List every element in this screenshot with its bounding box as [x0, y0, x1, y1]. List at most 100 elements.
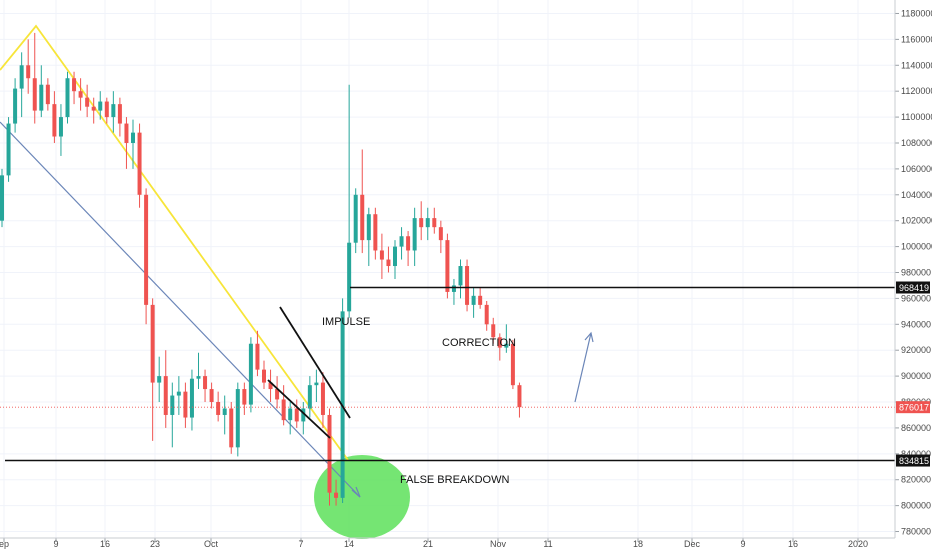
x-tick-label: 18 — [633, 539, 643, 549]
candle-body — [406, 236, 411, 251]
candle-body — [360, 194, 365, 241]
y-tick-label: 1020000 — [901, 216, 932, 226]
candle-body — [163, 376, 168, 415]
candle-body — [262, 369, 266, 383]
candle-body — [235, 389, 240, 448]
candle-body — [58, 117, 63, 137]
candle-body — [150, 304, 155, 383]
x-tick-label: 14 — [344, 539, 354, 549]
candle-body — [334, 492, 339, 498]
x-tick-label: 23 — [150, 539, 160, 549]
candle-body — [294, 408, 299, 422]
last-price-tag: 876017 — [896, 401, 930, 414]
candle-body — [242, 389, 247, 405]
projection-arrow-line — [574, 332, 592, 403]
candle-body — [425, 218, 430, 228]
candle-body — [124, 123, 129, 143]
candle-body — [26, 65, 31, 79]
x-tick-label: 21 — [423, 539, 433, 549]
candle-body — [13, 88, 18, 124]
candle-body — [176, 391, 181, 396]
candle-body — [157, 376, 162, 383]
candle-body — [419, 218, 424, 228]
y-tick-label: 1080000 — [901, 138, 932, 148]
level-price-tag: 834815 — [896, 454, 930, 467]
last-price-tag-bg — [896, 401, 930, 414]
candle-body — [189, 378, 194, 418]
y-tick-label: 980000 — [901, 268, 931, 278]
candle-body — [104, 101, 109, 118]
candle-body — [0, 175, 4, 221]
candle-body — [504, 343, 509, 348]
x-tick-label: Nov — [490, 539, 507, 549]
candle-body — [45, 84, 50, 105]
candle-body — [72, 78, 77, 92]
y-tick-label: 840000 — [901, 449, 931, 459]
level-price-tag: 968419 — [896, 281, 930, 294]
candle-body — [203, 376, 208, 390]
impulse-annotation: IMPULSE — [322, 316, 370, 328]
candle-body — [98, 101, 103, 111]
y-tick-label: 1140000 — [901, 60, 932, 70]
candle-body — [393, 246, 397, 267]
candle-body — [399, 236, 404, 247]
y-tick-label: 1000000 — [901, 242, 932, 252]
candle-body — [353, 194, 358, 243]
grid-layer — [0, 0, 895, 538]
x-tick-label: 16 — [100, 539, 110, 549]
x-tick-label: Oct — [204, 539, 219, 549]
candle-body — [379, 250, 384, 260]
level-tag-bg — [896, 454, 930, 467]
candle-body — [117, 104, 122, 124]
y-tick-label: 1040000 — [901, 190, 932, 200]
candle-body — [255, 343, 260, 370]
y-tick-label: 960000 — [901, 293, 931, 303]
candle-body — [347, 242, 352, 312]
y-tick-label: 1180000 — [901, 8, 932, 18]
candle-body — [170, 395, 175, 415]
level-tag-label: 834815 — [899, 456, 929, 466]
candle-body — [183, 391, 188, 418]
candle-body — [281, 399, 286, 421]
candle-body — [458, 266, 463, 286]
y-tick-label: 860000 — [901, 423, 931, 433]
candle-body — [196, 376, 201, 379]
candle-body — [484, 304, 489, 325]
candle-body — [222, 408, 227, 415]
correction-annotation: CORRECTION — [442, 337, 516, 349]
candle-body — [412, 218, 417, 251]
candle-body — [78, 91, 83, 98]
candle-body — [137, 132, 142, 195]
trend-arrowhead — [351, 486, 361, 498]
x-tick-label: 11 — [543, 539, 552, 549]
candle-body — [491, 324, 496, 338]
y-tick-label: 920000 — [901, 345, 931, 355]
y-tick-label: 1160000 — [901, 34, 932, 44]
candle-body — [52, 104, 57, 137]
y-tick-label: 820000 — [901, 475, 931, 485]
candle-body — [432, 218, 437, 228]
candle-body — [209, 389, 214, 403]
x-tick-label: ep — [0, 539, 9, 549]
candle-body — [65, 78, 70, 118]
last-price-tag-label: 876017 — [899, 403, 929, 413]
candle-body — [91, 106, 96, 111]
candle-body — [497, 337, 502, 348]
y-tick-label: 900000 — [901, 371, 931, 381]
candles-layer — [0, 32, 522, 506]
candle-body — [288, 408, 293, 421]
candle-body — [85, 97, 90, 107]
candle-body — [307, 385, 312, 409]
y-tick-label: 780000 — [901, 527, 931, 537]
level-tag-label: 968419 — [899, 283, 929, 293]
y-tick-label: 1060000 — [901, 164, 932, 174]
candle-body — [32, 78, 37, 111]
candle-body — [301, 408, 306, 422]
drawing-layer-back — [0, 24, 410, 539]
trend-line — [0, 121, 361, 498]
candle-body — [386, 259, 391, 267]
y-tick-label: 940000 — [901, 319, 931, 329]
